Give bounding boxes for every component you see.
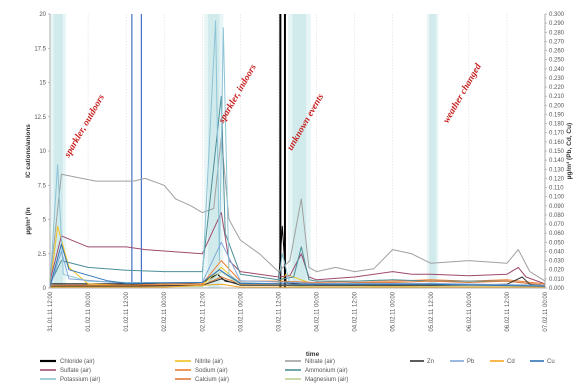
right-tick-label: 0.170 [549,131,565,137]
right-tick-label: 0.160 [549,140,565,146]
x-tick-label: 04.02.11 12:00 [353,291,359,331]
series-line-nitrate-air- [49,136,546,282]
legend-label: Nitrite (air) [195,359,223,365]
x-tick-label: 05.02.11 12:00 [429,291,435,331]
shaded-band-core-1 [208,14,220,288]
legend-label: Ammonium (air) [305,368,348,374]
left-tick-label: 2.5 [38,252,47,258]
legend-label: Zn [427,359,434,365]
legend-label: Cd [507,359,515,365]
right-tick-label: 0.250 [549,58,565,64]
right-tick-label: 0.260 [549,49,565,55]
right-tick-label: 0.130 [549,167,565,173]
right-tick-label: 0.080 [549,213,565,219]
series-line-cu [49,243,546,287]
right-tick-label: 0.010 [549,277,565,283]
shaded-band-core-0 [53,14,63,288]
x-tick-label: 01.02.11 00:00 [86,291,92,331]
left-tick-label: 10 [39,149,46,155]
series-line-zn [50,276,546,287]
x-tick-label: 04.02.11 00:00 [315,291,321,331]
right-tick-label: 0.190 [549,112,565,118]
x-tick-label: 02.02.11 00:00 [162,291,168,331]
right-tick-label: 0.290 [549,21,565,27]
legend-label: Calcium (air) [195,377,229,383]
vertical-event-lines [131,14,286,288]
right-tick-label: 0.300 [549,12,565,18]
left-tick-label: 7.5 [38,183,47,189]
left-tick-label: 0 [43,286,47,292]
series-line-cd [50,283,545,288]
right-tick-label: 0.100 [549,195,565,201]
series-lines [49,20,546,288]
series-line-pb [49,241,546,288]
left-axis-title: IC cations/anions [25,124,32,178]
legend-label: Sulfate (air) [60,368,91,374]
left-tick-label: 17.5 [34,46,46,52]
legend-label: Nitrate (air) [305,359,335,365]
x-tick-label: 31.01.11 12:00 [48,291,54,331]
x-tick-label: 03.02.11 00:00 [238,291,244,331]
left-tick-label: 15 [39,81,46,87]
legend-label: Pb [467,359,475,365]
right-tick-label: 0.090 [549,204,565,210]
right-tick-label: 0.060 [549,231,565,237]
right-tick-label: 0.140 [549,158,565,164]
right-tick-label: 0.120 [549,176,565,182]
legend-label: Cu [547,359,555,365]
legend-label: Sodium (air) [195,368,228,374]
right-tick-label: 0.200 [549,103,565,109]
x-tick-label: 01.02.11 12:00 [124,291,130,331]
right-tick-label: 0.280 [549,30,565,36]
right-tick-label: 0.240 [549,67,565,73]
x-tick-label: 02.02.11 12:00 [200,291,206,331]
x-tick-label: 06.02.11 12:00 [505,291,511,331]
shaded-band-core-2 [292,14,307,288]
shaded-band-core-3 [429,14,437,288]
x-axis-title: time [306,351,320,358]
legend-label: Magnesium (air) [305,377,348,383]
axes: 0 2.5 5 7.5 10 12.5 15 17.5 20 0.000 0.010 0.020 0.0… [25,12,573,358]
series-line-sulfate-air- [49,212,546,285]
x-tick-label: 07.02.11 00:00 [543,291,549,331]
legend: Chloride (air) Nitrite (air) Nitrate (air)… [40,359,555,383]
shaded-bands [50,14,439,288]
right-tick-label: 0.020 [549,268,565,274]
right-tick-label: 0.110 [549,186,564,192]
right-axis-title: µg/m³ (Pb, Cd, Cu) [566,123,573,179]
x-tick-label: 03.02.11 12:00 [276,291,282,331]
right-tick-label: 0.050 [549,240,565,246]
left-axis-unit: µg/m³ (In [25,207,32,234]
legend-label: Potassium (air) [60,377,100,383]
right-tick-label: 0.150 [549,149,565,155]
x-tick-label: 06.02.11 00:00 [467,291,473,331]
left-tick-label: 20 [39,12,46,18]
right-tick-label: 0.180 [549,122,565,128]
x-tick-label: 05.02.11 00:00 [391,291,397,331]
right-tick-label: 0.030 [549,259,565,265]
right-tick-label: 0.230 [549,76,565,82]
right-tick-label: 0.000 [549,286,565,292]
legend-label: Chloride (air) [60,359,95,365]
left-tick-label: 12.5 [34,115,46,121]
right-tick-label: 0.210 [549,94,565,100]
left-tick-label: 5 [43,218,47,224]
right-tick-label: 0.040 [549,249,565,255]
right-tick-label: 0.220 [549,85,565,91]
right-tick-label: 0.270 [549,39,565,45]
right-tick-label: 0.070 [549,222,565,228]
